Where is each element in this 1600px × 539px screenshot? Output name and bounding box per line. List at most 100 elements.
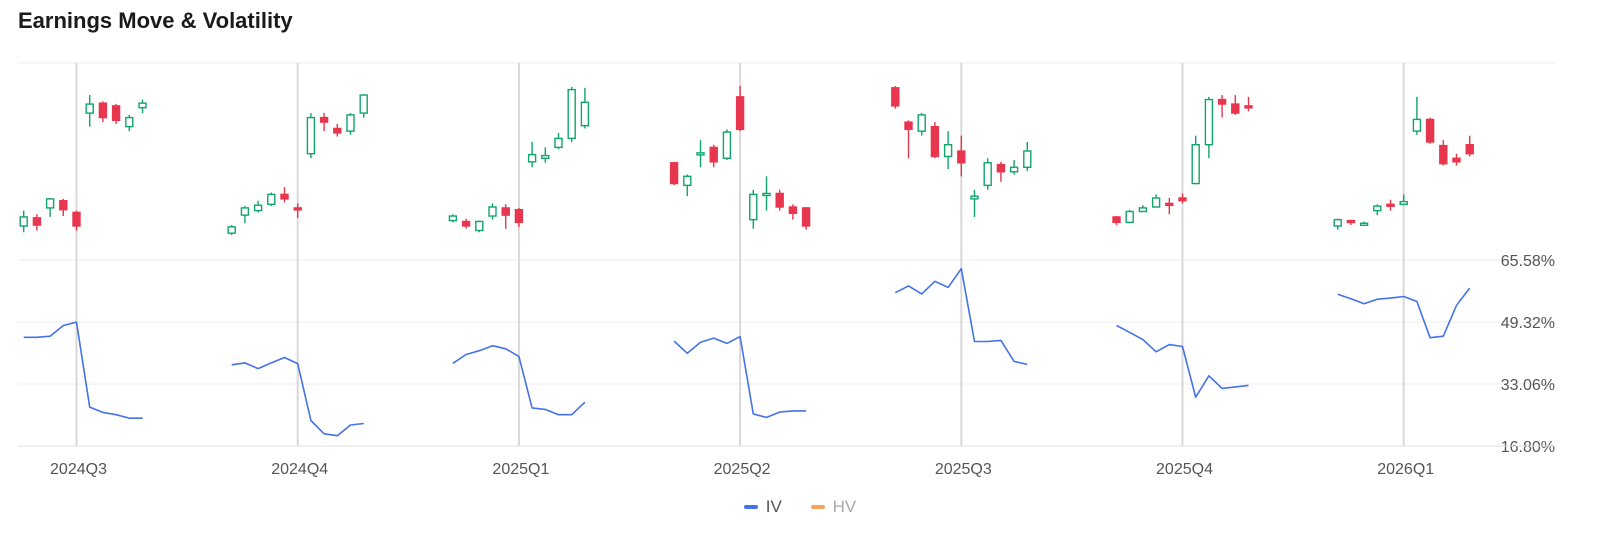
candle-down [788, 206, 798, 215]
candle-up [138, 102, 147, 109]
candle-up [1023, 150, 1032, 168]
candle-up [1333, 218, 1342, 227]
y-tick-label: 33.06% [1501, 377, 1555, 394]
iv-line [1116, 324, 1249, 399]
candle-up [554, 137, 563, 149]
candle-up [19, 216, 28, 227]
candle-up [125, 116, 134, 128]
candle-down [669, 162, 679, 185]
candle-down [1244, 105, 1253, 109]
earnings-volatility-chart: 65.58% 49.32% 33.06% 16.80% 2024Q3 2024Q4 2025… [18, 62, 1555, 478]
candle-up [346, 114, 355, 132]
candle-up [267, 193, 276, 205]
candle-up [359, 94, 368, 114]
candle-up [722, 131, 732, 159]
candle-down [514, 209, 524, 224]
iv-swatch [743, 505, 758, 509]
x-tick-label: 2025Q4 [1156, 461, 1213, 478]
hv-swatch [810, 505, 825, 509]
candle-up [1191, 143, 1200, 185]
candle-down [98, 102, 108, 119]
candle-down [735, 96, 745, 131]
candle-up [1204, 98, 1214, 146]
candle-up [749, 193, 758, 221]
y-tick-label: 65.58% [1501, 253, 1555, 270]
legend-item-hv[interactable]: HV [810, 497, 857, 517]
candle-down [280, 193, 289, 200]
candle-down [891, 87, 900, 107]
candle-up [970, 195, 979, 200]
candle-up [1138, 207, 1148, 213]
candle-up [580, 101, 590, 127]
candle-down [904, 121, 913, 131]
candle-down [1386, 203, 1395, 207]
candle-down [1231, 103, 1240, 114]
candle-down [1452, 157, 1461, 163]
legend: IV HV [0, 494, 1600, 517]
candle-down [801, 207, 811, 227]
x-tick-label: 2025Q3 [935, 461, 992, 478]
candle-down [72, 211, 81, 227]
candle-up [567, 88, 576, 140]
iv-line [23, 321, 143, 420]
candle-up [488, 206, 497, 217]
candle-up [917, 114, 926, 132]
iv-line [673, 335, 807, 419]
candle-down [333, 127, 342, 134]
candle-down [59, 199, 68, 211]
candle-up [683, 175, 692, 187]
candle-up [1412, 118, 1422, 132]
candle-up [762, 192, 771, 197]
y-tick-label: 16.80% [1501, 439, 1555, 456]
iv-line [231, 356, 364, 437]
y-tick-label: 49.32% [1501, 315, 1555, 332]
legend-label-hv: HV [832, 497, 857, 516]
iv-line [894, 267, 1028, 366]
candle-down [111, 105, 121, 122]
chart-title: Earnings Move & Volatility [18, 8, 293, 33]
candle-down [32, 217, 42, 226]
iv-line [1337, 287, 1471, 339]
candle-down [1346, 219, 1356, 224]
candle-up [1125, 210, 1134, 224]
candle-up [240, 207, 250, 216]
candle-down [1165, 202, 1174, 207]
candle-up [943, 143, 953, 158]
candle-up [1399, 200, 1408, 205]
candle-up [475, 220, 484, 232]
candle-down [709, 146, 718, 163]
candle-down [1178, 197, 1187, 202]
legend-label-iv: IV [765, 497, 782, 516]
x-tick-label: 2025Q2 [714, 461, 771, 478]
candle-down [461, 220, 471, 227]
candle-up [45, 198, 55, 209]
candle-up [541, 154, 550, 159]
x-tick-label: 2024Q4 [271, 461, 328, 478]
candle-down [775, 192, 784, 208]
candle-up [1359, 222, 1369, 226]
candle-down [1439, 144, 1448, 165]
candle-up [1373, 205, 1382, 212]
legend-item-iv[interactable]: IV [743, 497, 782, 517]
x-tick-label: 2026Q1 [1377, 461, 1434, 478]
candle-down [319, 116, 329, 123]
candle-up [306, 116, 316, 155]
candle-down [1425, 118, 1435, 143]
candle-down [293, 207, 302, 211]
candle-up [227, 226, 236, 234]
candle-up [85, 103, 94, 114]
candle-down [1112, 216, 1121, 224]
x-tick-label: 2024Q3 [50, 461, 107, 478]
candle-up [527, 153, 537, 163]
candle-down [996, 163, 1006, 173]
candle-up [983, 162, 992, 187]
candle-down [957, 150, 966, 164]
x-tick-label: 2025Q1 [492, 461, 549, 478]
candle-up [448, 215, 458, 222]
candle-down [930, 125, 940, 158]
candle-up [1009, 166, 1019, 173]
candle-down [1217, 98, 1227, 105]
candle-up [253, 204, 263, 212]
candle-down [1465, 143, 1474, 155]
iv-line [452, 344, 586, 416]
